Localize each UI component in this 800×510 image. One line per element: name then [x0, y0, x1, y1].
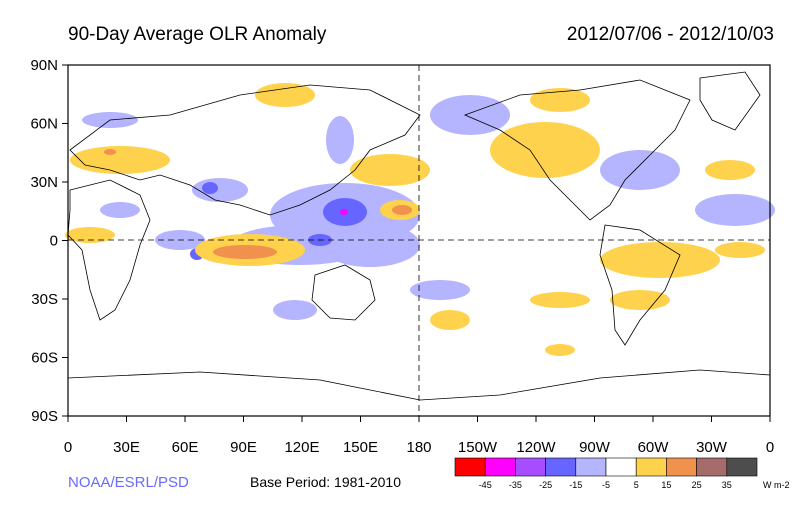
x-tick-label: 60W	[638, 439, 670, 456]
colorbar-label: -35	[509, 480, 522, 490]
y-tick-label: 90S	[31, 408, 58, 425]
x-tick-label: 90E	[230, 439, 257, 456]
y-tick-label: 30S	[31, 291, 58, 308]
colorbar-label: 25	[692, 480, 702, 490]
x-tick-label: 0	[64, 439, 72, 456]
colorbar-swatch	[635, 457, 667, 477]
colorbar-label: 5	[634, 480, 639, 490]
date-range: 2012/07/06 - 2012/10/03	[566, 24, 774, 45]
colorbar-label: -25	[539, 480, 552, 490]
x-axis: 0 30E 60E 90E 120E 150E 180 150W 120W 90W 60W 30W 0	[64, 416, 774, 456]
colorbar-label: 35	[722, 480, 732, 490]
x-tick-label: 30E	[113, 439, 140, 456]
colorbar-swatch	[605, 457, 637, 477]
colorbar-swatch	[484, 457, 516, 477]
y-tick-label: 90N	[30, 57, 58, 74]
colorbar-swatch	[545, 457, 577, 477]
coastlines	[67, 71, 771, 401]
chart-title: 90-Day Average OLR Anomaly	[68, 24, 327, 45]
colorbar-swatch	[515, 457, 546, 477]
x-tick-label: 150E	[343, 439, 378, 456]
colorbar-unit: W m-2	[763, 480, 790, 490]
y-tick-label: 60N	[30, 116, 58, 133]
colorbar-label: -5	[602, 480, 610, 490]
colorbar-swatch	[696, 457, 728, 477]
colorbar-swatch	[575, 457, 607, 477]
x-tick-label: 150W	[458, 439, 498, 456]
anomaly-fields	[65, 83, 775, 356]
colorbar-swatch	[666, 457, 697, 477]
base-period: Base Period: 1981-2010	[250, 474, 401, 490]
x-tick-label: 0	[766, 439, 774, 456]
colorbar-label: -45	[479, 480, 492, 490]
x-tick-label: 180	[406, 439, 431, 456]
x-tick-label: 90W	[579, 439, 611, 456]
colorbar: -45 -35 -25 -15 -5 5 15 25 35 W m-2	[454, 457, 790, 490]
x-tick-label: 30W	[696, 439, 728, 456]
x-tick-label: 120W	[516, 439, 556, 456]
colorbar-swatch	[454, 457, 486, 477]
y-tick-label: 60S	[31, 350, 58, 367]
y-tick-label: 30N	[30, 174, 58, 191]
colorbar-label: -15	[569, 480, 582, 490]
y-tick-label: 0	[50, 233, 58, 250]
x-tick-label: 60E	[172, 439, 199, 456]
credit-text: NOAA/ESRL/PSD	[68, 474, 189, 491]
x-tick-label: 120E	[284, 439, 319, 456]
y-axis: 90N 60N 30N 0 30S 60S 90S	[30, 57, 68, 425]
colorbar-swatch	[726, 457, 758, 477]
colorbar-label: 15	[661, 480, 671, 490]
